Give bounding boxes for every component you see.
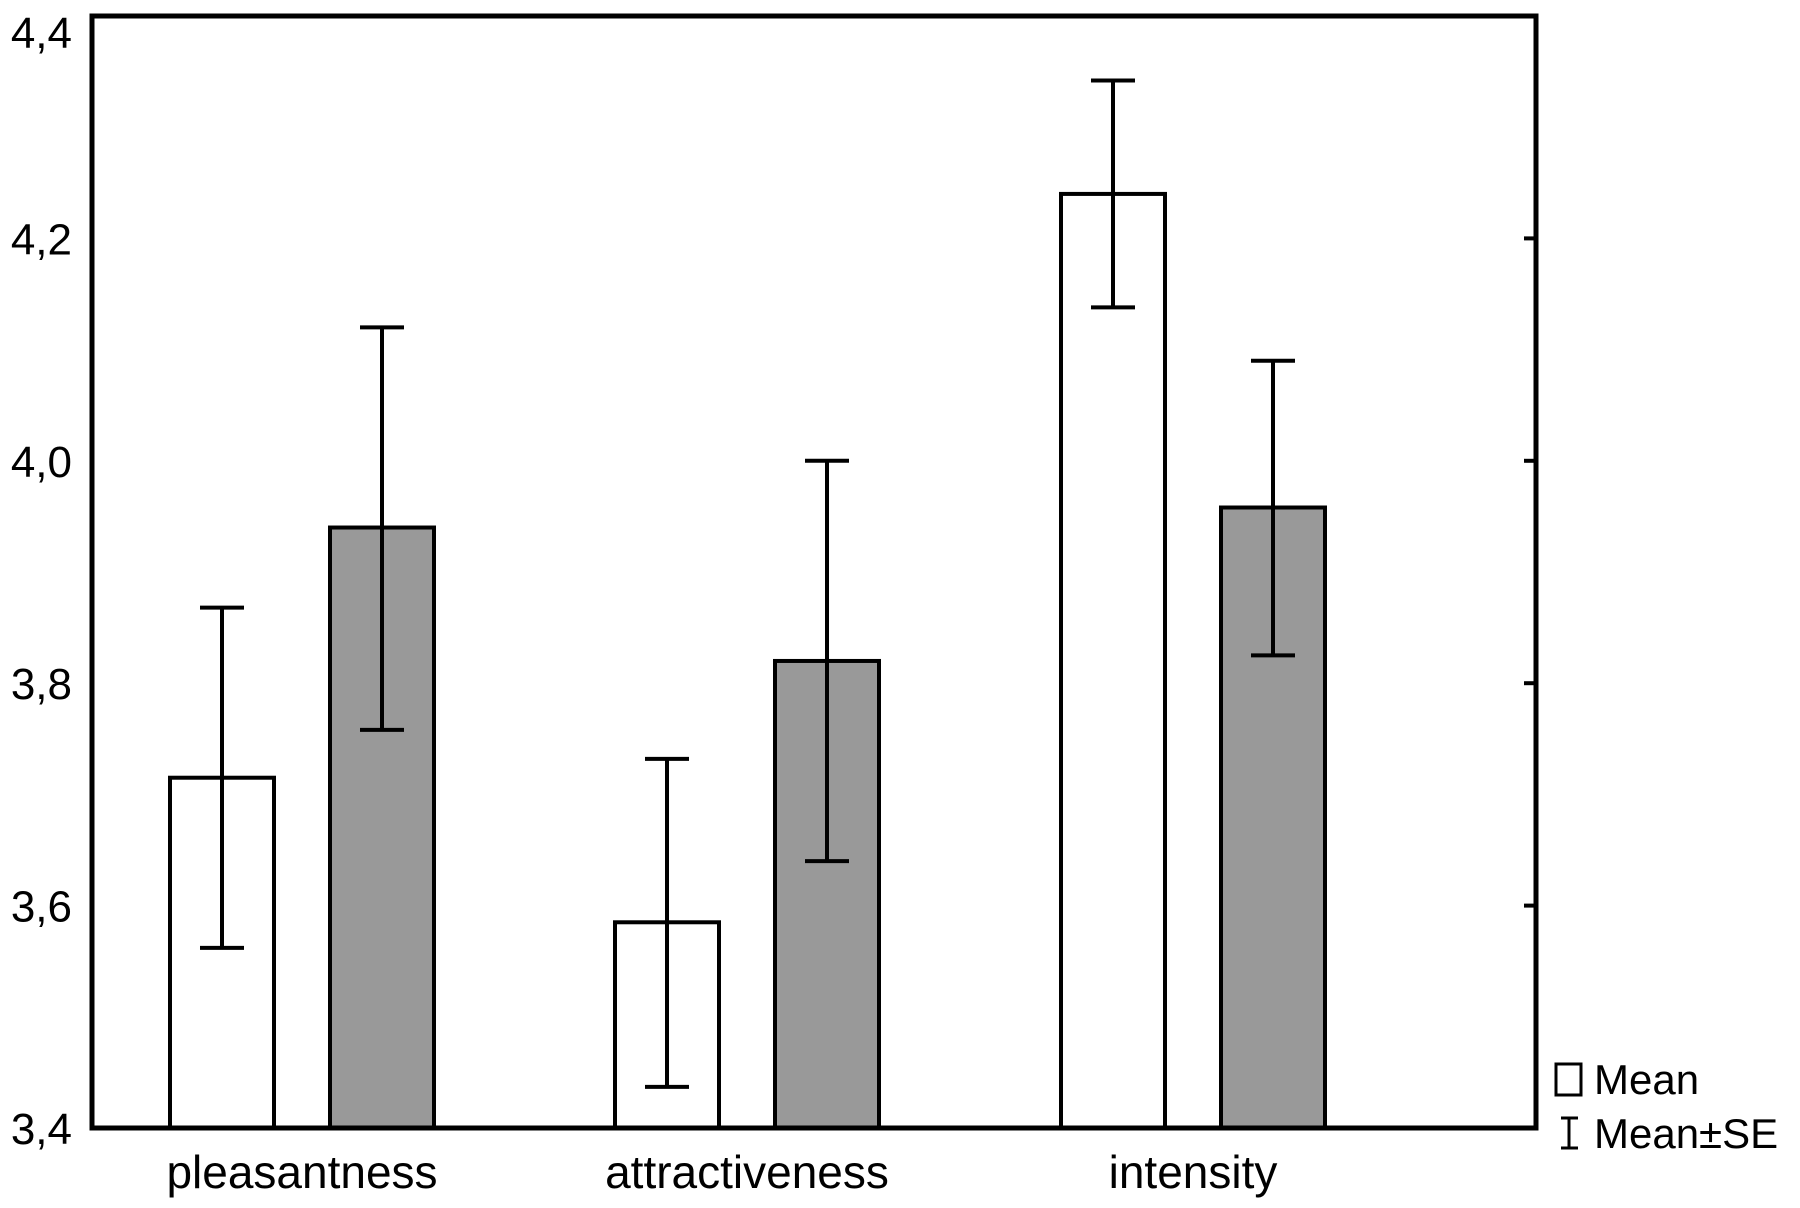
legend-se-label: Mean±SE	[1594, 1110, 1778, 1157]
y-tick-label: 4,4	[11, 9, 72, 58]
y-tick-label: 3,8	[11, 660, 72, 709]
x-tick-label: attractiveness	[605, 1146, 889, 1198]
x-tick-label: intensity	[1109, 1146, 1278, 1198]
x-tick-label: pleasantness	[166, 1146, 437, 1198]
y-tick-label: 4,0	[11, 438, 72, 487]
error-bar-attractiveness-2	[805, 458, 849, 864]
legend: Mean Mean±SE	[1554, 1056, 1778, 1157]
error-bar-pleasantness-1	[200, 605, 244, 950]
y-tick-label: 4,2	[11, 215, 72, 264]
bar-intensity-1	[1059, 191, 1167, 1131]
error-bar-attractiveness-1	[645, 756, 689, 1089]
plot-frame	[89, 13, 1539, 1131]
error-bar-intensity-2	[1251, 358, 1295, 658]
error-bar-pleasantness-2	[360, 325, 404, 732]
y-axis: 3,4 3,6 3,8 4,0 4,2 4,4	[11, 9, 1536, 1154]
bars-layer	[168, 191, 1327, 1131]
legend-mean-label: Mean	[1594, 1056, 1699, 1103]
error-bar-intensity-1	[1091, 78, 1135, 310]
x-axis: pleasantness attractiveness intensity	[166, 1146, 1277, 1198]
legend-se-symbol	[1561, 1116, 1578, 1150]
legend-mean-symbol	[1554, 1062, 1583, 1097]
bar-attractiveness-2	[773, 658, 881, 1131]
y-tick-label: 3,4	[11, 1105, 72, 1154]
error-bars-layer	[200, 78, 1295, 1089]
y-tick-label: 3,6	[11, 883, 72, 932]
